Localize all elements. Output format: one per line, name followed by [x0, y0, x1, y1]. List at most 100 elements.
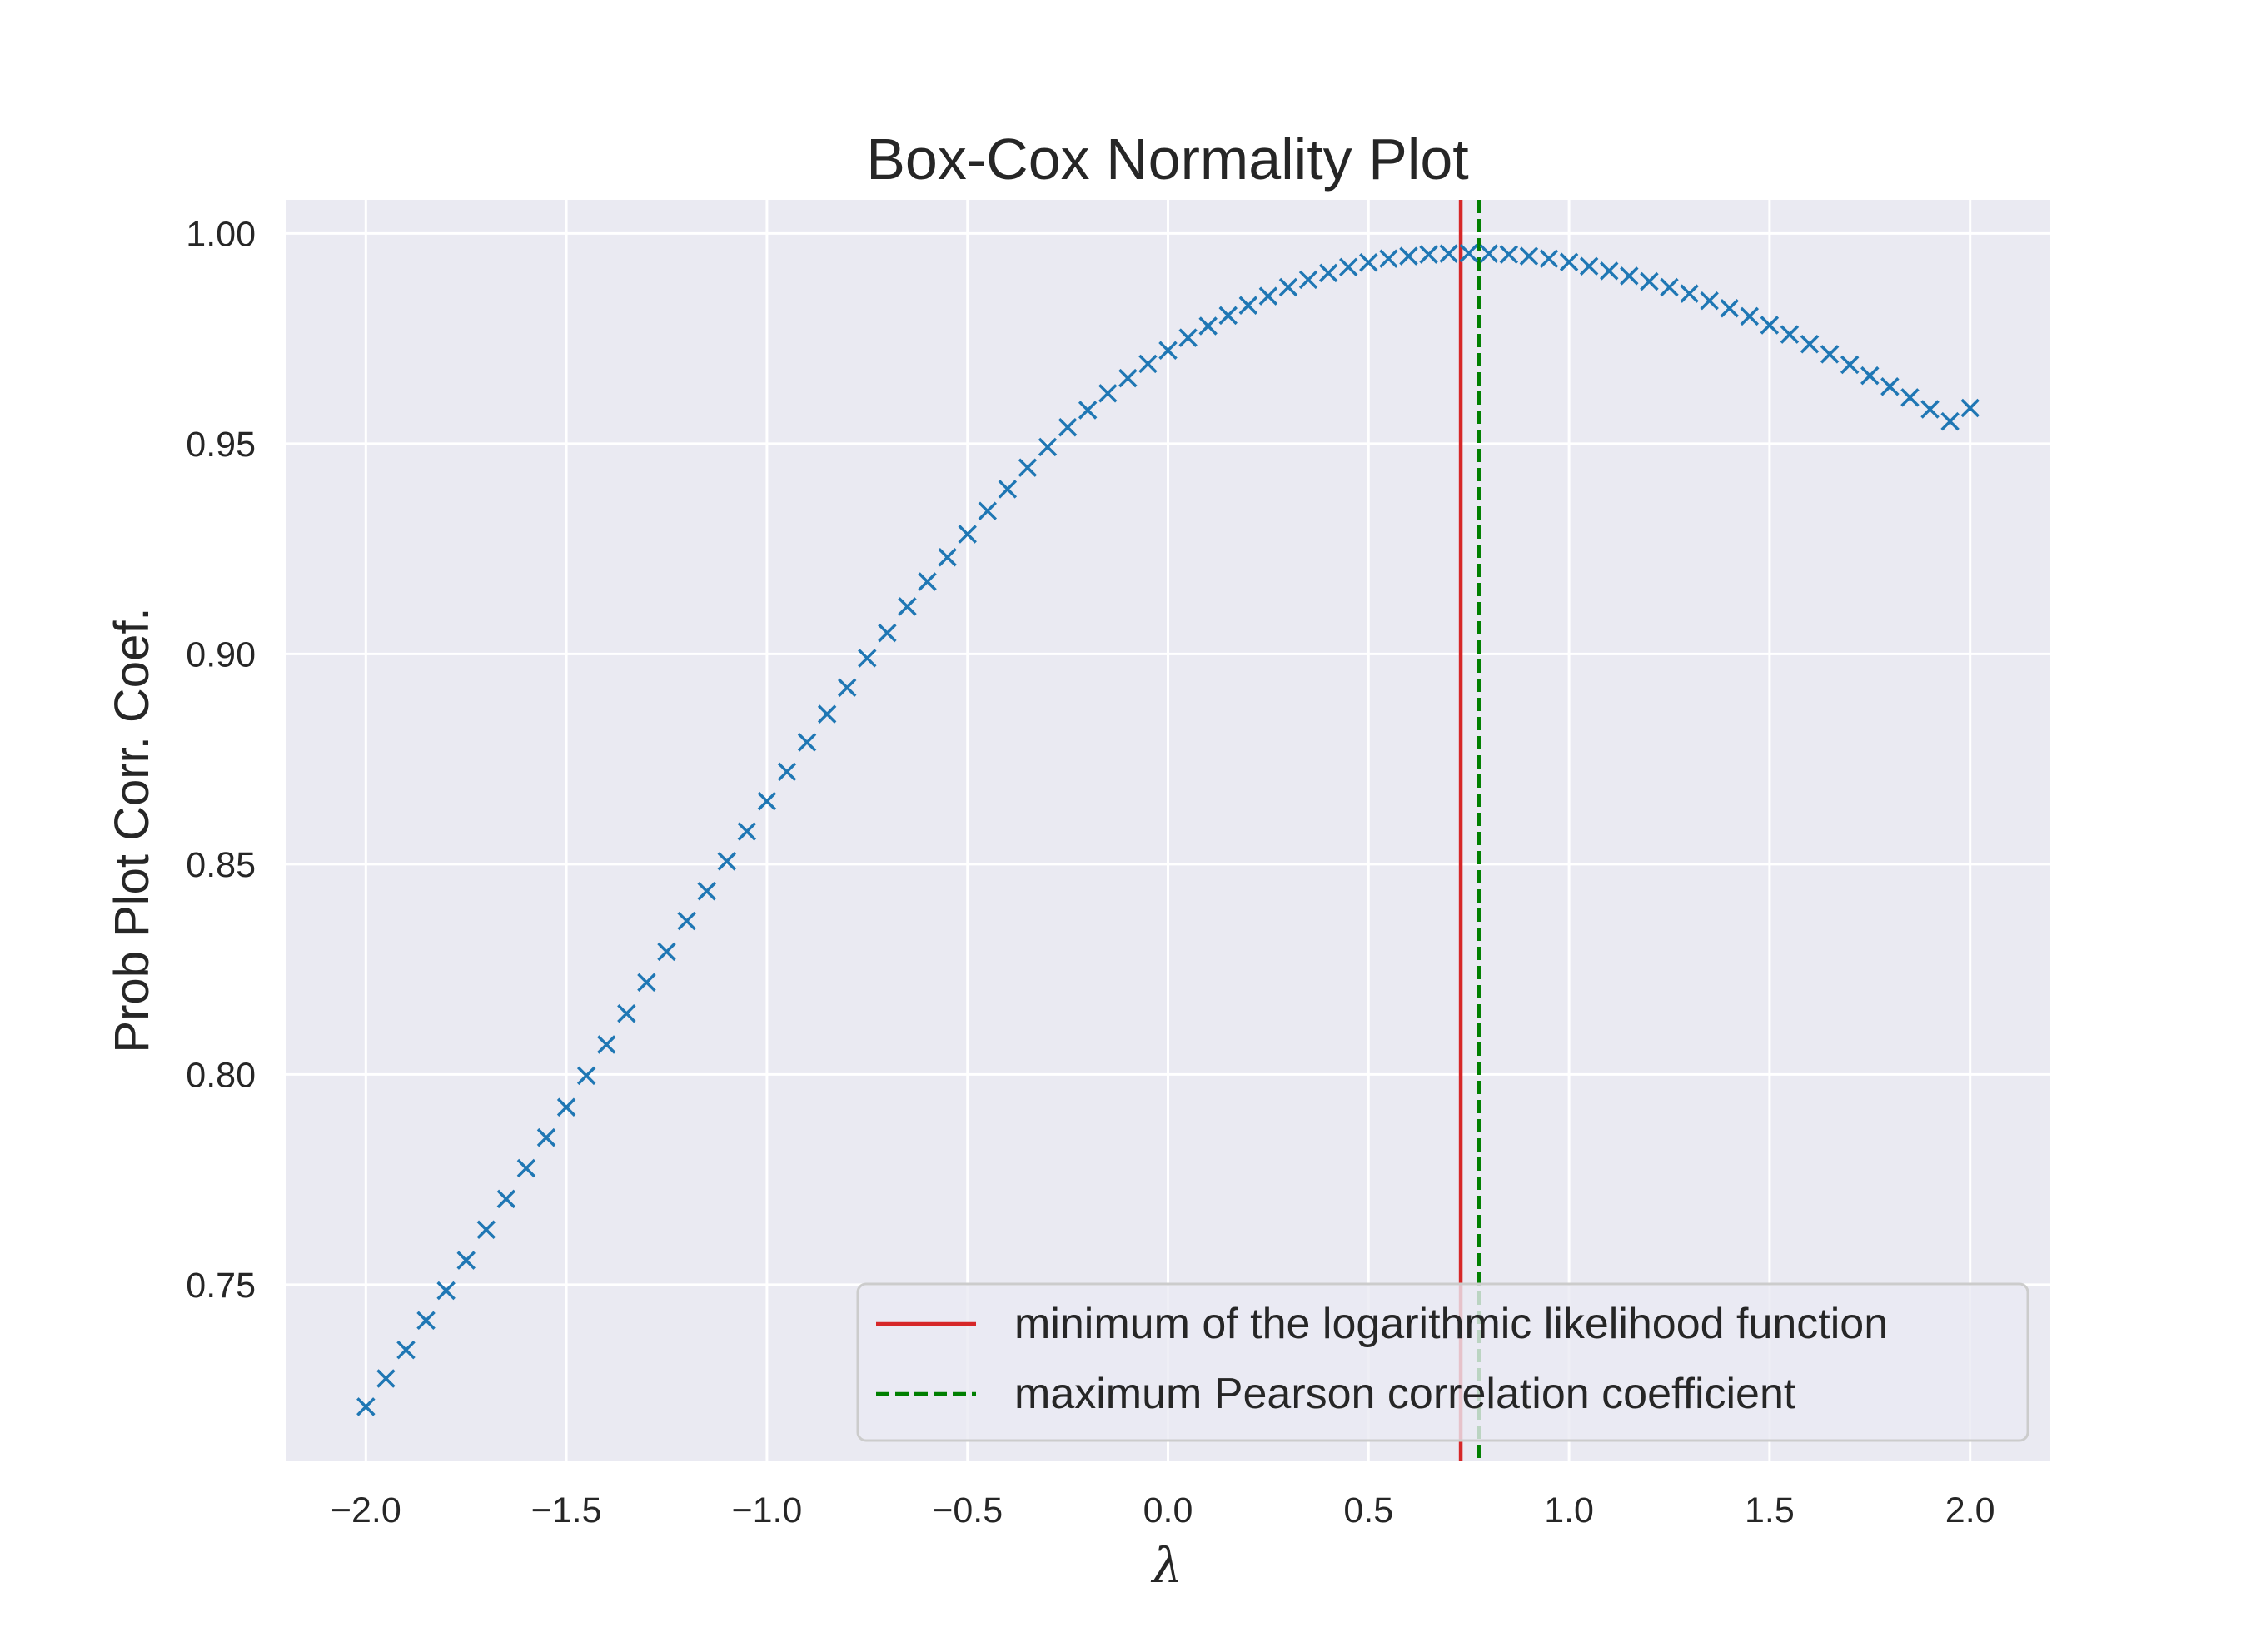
x-tick-label: −0.5	[932, 1490, 1003, 1530]
data-point	[1700, 291, 1719, 311]
data-point	[898, 597, 917, 616]
x-tick-label: 1.0	[1544, 1490, 1594, 1530]
data-point	[1459, 243, 1478, 263]
legend-label-max-corr: maximum Pearson correlation coefficient	[1014, 1370, 1796, 1418]
data-point	[777, 762, 797, 782]
data-point	[1900, 388, 1920, 407]
data-point	[1880, 376, 1900, 396]
data-point	[1499, 245, 1519, 264]
chart-title: Box-Cox Normality Plot	[866, 127, 1469, 192]
data-point	[657, 942, 676, 962]
data-point	[1439, 244, 1458, 263]
data-point	[998, 480, 1018, 499]
data-point	[1579, 256, 1599, 276]
data-point	[1680, 284, 1699, 303]
data-point	[536, 1127, 556, 1147]
y-axis-label: Prob Plot Corr. Coef.	[105, 607, 159, 1052]
data-markers	[356, 243, 1980, 1416]
data-point	[516, 1158, 536, 1178]
y-tick-label: 0.75	[186, 1266, 256, 1306]
legend-label-min-llf: minimum of the logarithmic likelihood fu…	[1014, 1300, 1888, 1348]
x-tick-label: −1.5	[531, 1490, 602, 1530]
data-point	[1379, 249, 1398, 268]
x-tick-labels: −2.0 −1.5 −1.0 −0.5 0.0 0.5 1.0 1.5 2.0	[331, 1490, 1995, 1530]
y-tick-label: 1.00	[186, 214, 256, 254]
data-point	[1860, 366, 1880, 386]
data-point	[436, 1281, 456, 1301]
data-point	[1840, 355, 1860, 375]
data-point	[396, 1340, 416, 1360]
data-point	[1600, 261, 1619, 281]
data-point	[1198, 316, 1218, 336]
data-point	[556, 1097, 576, 1117]
data-point	[1640, 271, 1659, 291]
data-point	[1118, 368, 1138, 388]
data-point	[1038, 437, 1058, 457]
data-point	[1419, 245, 1438, 264]
data-point	[918, 572, 937, 591]
data-point	[1158, 341, 1178, 361]
data-point	[1218, 306, 1238, 326]
data-point	[1098, 384, 1118, 403]
data-point	[1620, 266, 1639, 286]
data-point	[1238, 296, 1258, 315]
data-point	[597, 1035, 616, 1054]
data-point	[356, 1397, 376, 1416]
data-point	[456, 1251, 476, 1270]
grid	[286, 200, 2050, 1461]
data-point	[1318, 263, 1338, 283]
data-point	[1519, 246, 1539, 266]
y-tick-label: 0.95	[186, 425, 256, 465]
data-point	[1720, 299, 1739, 318]
data-point	[376, 1369, 396, 1388]
x-tick-label: −2.0	[331, 1490, 401, 1530]
data-point	[1058, 417, 1078, 437]
data-point	[476, 1220, 496, 1239]
data-point	[938, 548, 957, 567]
data-point	[1960, 398, 1980, 418]
data-point	[717, 852, 736, 871]
data-point	[1138, 354, 1158, 374]
legend: minimum of the logarithmic likelihood fu…	[856, 1282, 2029, 1442]
y-tick-labels: 0.75 0.80 0.85 0.90 0.95 1.00	[186, 214, 256, 1306]
x-axis-label: λ	[1151, 1537, 1183, 1594]
data-point	[1479, 244, 1499, 263]
x-tick-label: 2.0	[1945, 1490, 1995, 1530]
x-tick-label: 1.5	[1745, 1490, 1795, 1530]
data-point	[1820, 345, 1840, 364]
data-point	[1298, 270, 1318, 290]
data-point	[617, 1003, 636, 1023]
data-point	[1018, 458, 1038, 477]
data-point	[1359, 253, 1378, 272]
x-tick-label: −1.0	[731, 1490, 802, 1530]
data-point	[817, 704, 837, 724]
data-point	[677, 911, 696, 931]
data-point	[1559, 252, 1579, 271]
data-point	[757, 791, 777, 811]
data-point	[416, 1311, 436, 1331]
data-point	[637, 973, 656, 993]
data-point	[1338, 257, 1358, 277]
data-point	[1078, 401, 1098, 420]
x-tick-label: 0.5	[1343, 1490, 1393, 1530]
data-point	[1780, 325, 1800, 344]
data-point	[1660, 277, 1679, 297]
data-point	[1740, 306, 1760, 326]
y-tick-label: 0.80	[186, 1055, 256, 1095]
data-point	[737, 822, 757, 841]
data-point	[1760, 316, 1780, 335]
data-point	[1920, 400, 1940, 419]
data-point	[958, 525, 977, 544]
data-point	[576, 1066, 596, 1086]
data-point	[837, 678, 857, 698]
data-point	[496, 1189, 516, 1209]
data-point	[1800, 334, 1820, 354]
y-tick-label: 0.85	[186, 845, 256, 885]
data-point	[1278, 277, 1298, 297]
data-point	[1258, 286, 1278, 306]
data-point	[878, 623, 897, 643]
data-point	[797, 733, 817, 752]
reference-lines	[1458, 200, 1481, 1461]
data-point	[697, 881, 716, 901]
